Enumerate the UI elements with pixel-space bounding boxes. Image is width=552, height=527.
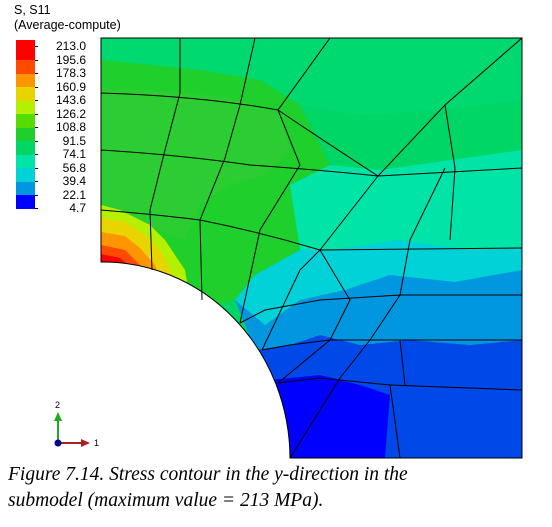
triad-label-2: 2 [55,400,60,410]
triad-origin [54,439,62,447]
band-top-light [101,38,522,115]
legend-swatch [16,100,35,114]
mesh-line-r [444,104,456,169]
legend-swatch [16,46,35,60]
mesh-line-q [389,384,401,459]
mesh-line-e [319,175,379,251]
legend-swatch [16,60,35,74]
mesh-lines [100,37,523,459]
legend-tick [35,140,38,142]
legend-tick [35,208,38,209]
mesh-line-t [449,167,456,241]
legend-tick [35,194,38,196]
axes-triad: 2 1 [54,400,99,448]
legend-tick [35,86,38,88]
band-4-7 [270,375,390,458]
stress-contour-plot: 2 1 [54,37,523,459]
legend-swatch [16,114,35,128]
legend-tick [35,46,38,47]
legend-swatch [16,40,35,47]
mesh-line-n [261,249,321,351]
legend-value: 22.1 [62,187,86,202]
legend-value: 74.1 [62,147,86,161]
triad-label-1: 1 [94,438,99,448]
legend-value: 160.9 [55,79,86,94]
legend-value: 178.3 [55,66,86,80]
legend-swatch [16,168,35,182]
legend-value: 195.6 [55,52,86,67]
legend-tick [35,127,38,128]
mesh-line-o [277,249,351,384]
mesh-line-f [319,247,523,251]
caption-line-2: submodel (maximum value = 213 MPa). [8,490,324,511]
legend-tick [35,100,38,101]
legend-value: 56.8 [62,160,86,175]
triad-arrow-2 [54,412,62,421]
figure-caption: Figure 7.14. Stress contour in the y-dir… [8,462,548,514]
mesh-line-k [149,38,181,271]
legend-swatch [16,73,35,87]
band-56-8 [235,240,522,325]
legend-value: 126.2 [55,106,86,121]
band-39-4 [235,270,522,350]
mesh-line-s [399,339,406,386]
legend-swatch [16,127,35,141]
band-108-8-inner [101,88,290,240]
legend-value: 108.8 [55,120,86,134]
mesh-line-g [239,294,522,324]
legend-swatch [16,141,35,155]
legend-tick [35,167,38,169]
legend-value: 4.7 [69,201,86,215]
legend-value: 39.4 [62,174,86,188]
mesh-line-p [289,167,446,459]
legend-swatch [16,195,35,209]
legend-tick [35,154,38,155]
legend-title-variable: S, S11 [14,3,51,17]
band-74-1 [290,150,522,250]
legend-swatch [16,154,35,168]
mesh-line-l [199,37,256,301]
legend-title-averaging: (Average-compute) [14,18,121,32]
legend-tick [35,59,38,61]
legend-value: 213.0 [55,39,86,53]
legend-tick [35,181,38,182]
legend-swatch [16,181,35,195]
caption-line-1: Figure 7.14. Stress contour in the y-dir… [8,464,408,485]
band-178-3 [101,232,160,278]
mesh-line-m [239,37,331,324]
mesh-line-d [377,167,523,177]
legend-value: 91.5 [62,133,86,148]
legend-tick [35,73,38,74]
mesh-line-b [100,149,379,177]
legend-value: 143.6 [55,93,86,107]
legend-swatch [16,87,35,101]
legend-title: S, S11 (Average-compute) [14,3,121,33]
legend-tick [35,113,38,115]
triad-arrow-1 [81,439,90,447]
plate-outline [100,37,523,459]
mesh-line-i [277,377,523,391]
